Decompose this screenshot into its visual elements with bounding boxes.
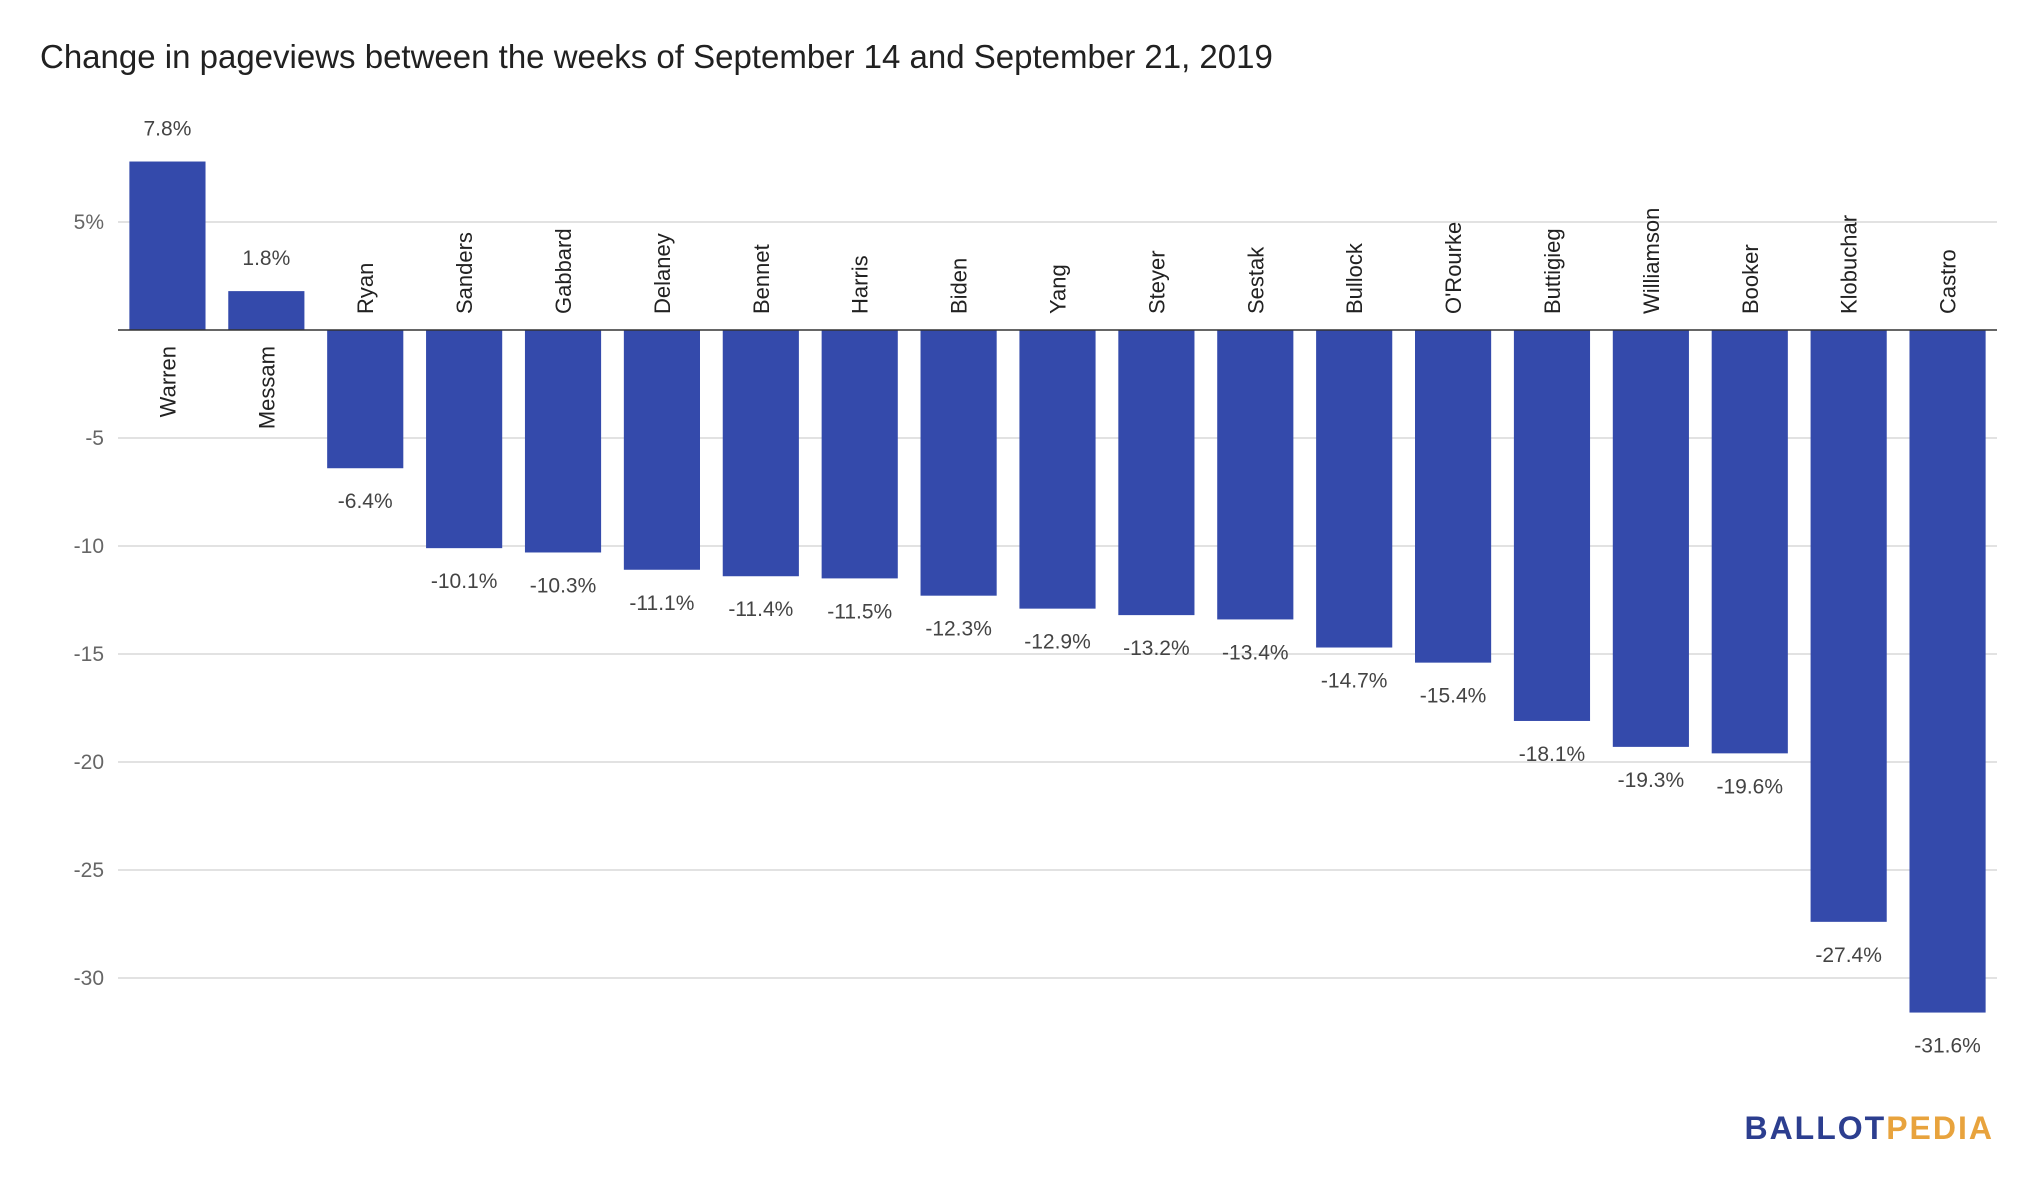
bar [920,330,997,596]
data-label: -18.1% [1519,743,1586,766]
y-tick-label: -10 [74,535,104,558]
y-tick-label: -20 [74,751,104,774]
y-tick-label: -15 [74,643,104,666]
bar [1513,330,1591,721]
data-label: -10.3% [530,574,597,597]
data-label: -19.3% [1618,769,1685,792]
data-label: -31.6% [1914,1035,1981,1058]
bar [1909,330,1986,1013]
category-label: Williamson [1639,208,1664,314]
y-tick-label: -5 [85,427,104,450]
category-label: Bennet [749,244,774,314]
category-label: O'Rourke [1441,222,1466,314]
category-label: Gabbard [551,228,576,314]
data-label: -13.2% [1123,637,1190,660]
logo-pedia-text: PEDIA [1886,1110,1994,1146]
bar [1810,330,1887,922]
bar [1612,330,1689,747]
data-label: -11.4% [728,598,793,621]
y-tick-label: -25 [74,859,104,882]
bar [524,330,602,553]
bar [821,330,898,579]
bars [129,161,1986,1013]
data-label: -27.4% [1815,944,1882,967]
bar [623,330,700,570]
category-label: Ryan [353,263,378,314]
bar [228,291,305,330]
bar [1019,330,1096,609]
data-labels: 7.8% 1.8% -6.4% -10.1% -10.3% -11.1% -11.4% -11… [144,118,1981,1058]
category-label: Delaney [650,233,675,314]
data-label: 7.8% [144,118,192,141]
data-label: -12.9% [1024,631,1091,654]
y-tick-label: 5% [74,211,104,234]
ballotpedia-logo: BALLOTPEDIA [1744,1110,1994,1147]
data-label: -6.4% [338,490,393,513]
data-label: -11.5% [827,600,892,623]
category-label: Klobuchar [1837,215,1862,314]
data-label: -19.6% [1716,775,1783,798]
bar [1316,330,1393,648]
category-label: Bullock [1342,242,1367,314]
category-label: Castro [1936,249,1961,314]
category-label: Yang [1046,264,1071,314]
category-label: Harris [848,255,873,314]
category-label: Sanders [452,232,477,314]
logo-ballot-text: BALLOT [1744,1110,1887,1146]
bar [129,161,206,330]
bar [1217,330,1294,620]
data-label: -14.7% [1321,670,1388,693]
data-label: -15.4% [1420,685,1487,708]
bar [1118,330,1195,616]
category-labels: Warren Messam Ryan Sanders Gabbard Delaney Ben… [155,208,1960,429]
category-label: Booker [1738,244,1763,314]
bar [722,330,799,577]
data-label: -13.4% [1222,641,1289,664]
chart-title: Change in pageviews between the weeks of… [40,38,1273,75]
data-label: 1.8% [242,247,290,270]
data-label: -11.1% [629,592,694,615]
bar [1711,330,1788,754]
data-label: -10.1% [431,570,498,593]
category-label: Biden [947,258,972,314]
y-axis-tick-labels: 5% -5 -10 -15 -20 -25 -30 [74,211,104,990]
bar [327,330,404,469]
data-label: -12.3% [925,618,992,641]
category-label: Messam [254,346,279,429]
category-label: Buttigieg [1540,228,1565,314]
category-label: Steyer [1144,250,1169,314]
bar [1415,330,1492,663]
y-tick-label: -30 [74,967,104,990]
bar [426,330,503,549]
category-label: Sestak [1243,246,1268,314]
category-label: Warren [155,346,180,417]
